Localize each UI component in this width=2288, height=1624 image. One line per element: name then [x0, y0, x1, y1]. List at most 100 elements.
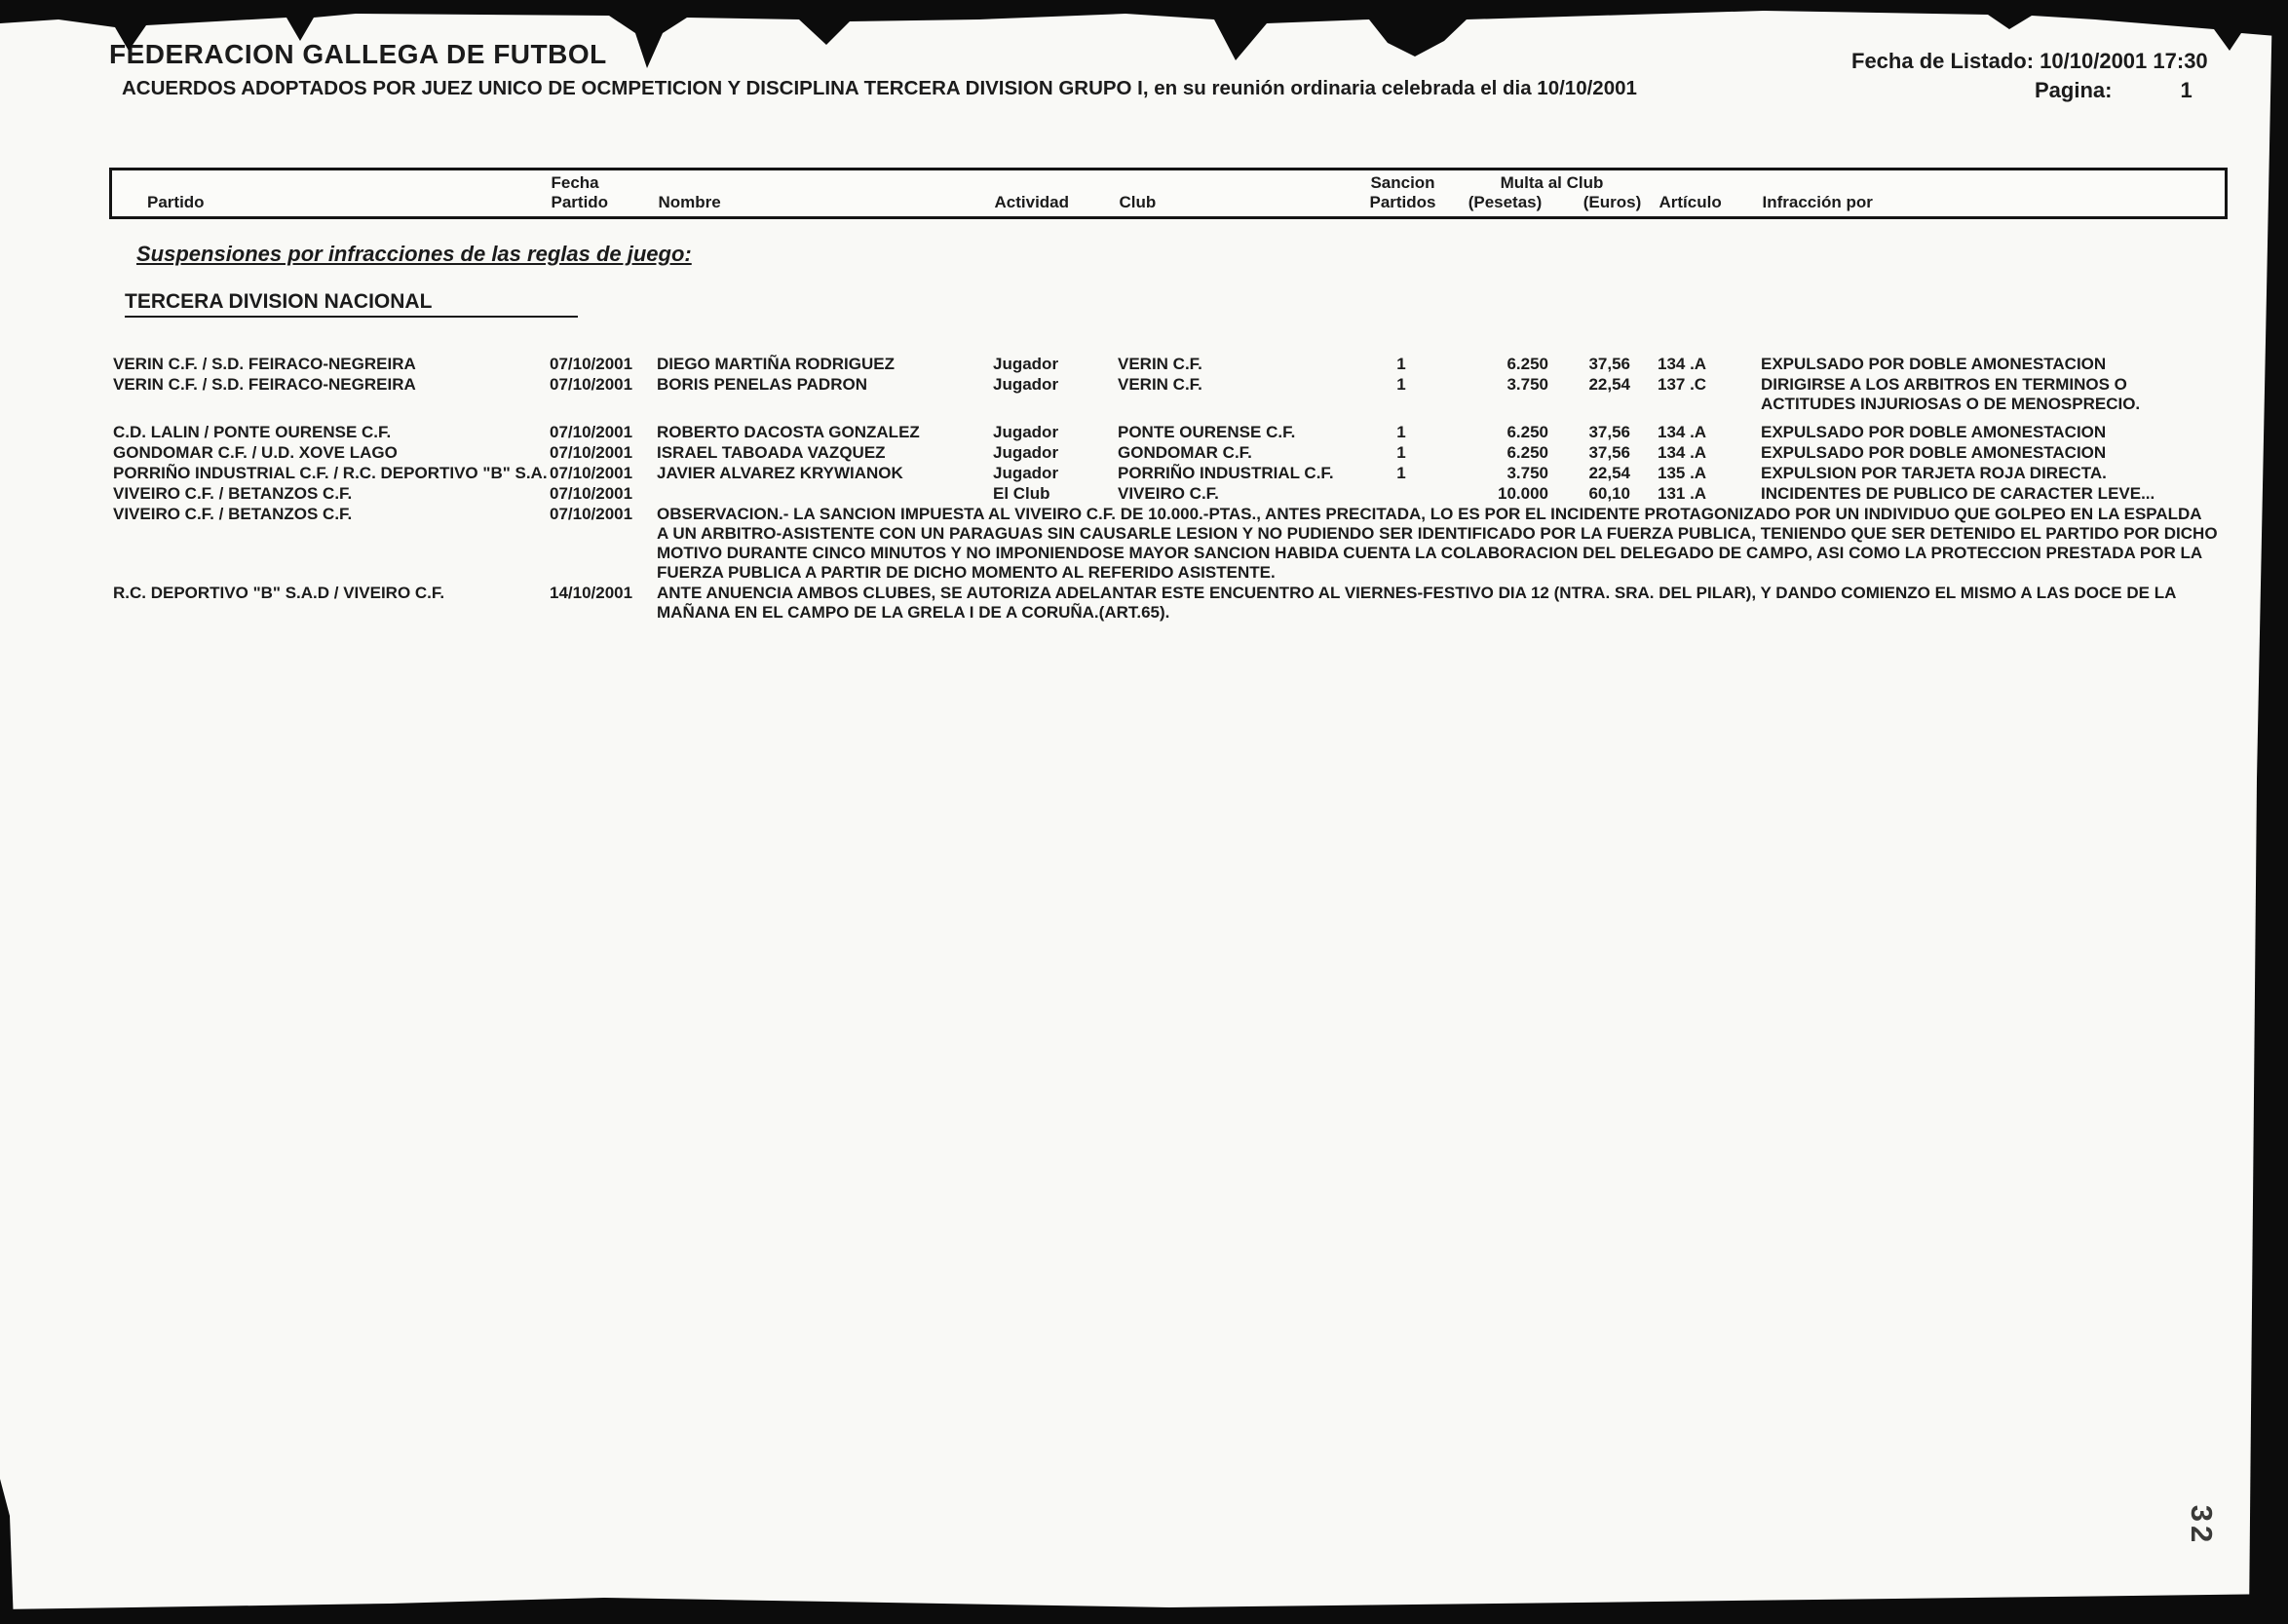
cell-sancion-partidos: 1 [1396, 423, 1406, 441]
cell-partido: C.D. LALIN / PONTE OURENSE C.F. [113, 423, 392, 441]
cell-articulo: 135 .A [1658, 464, 1707, 482]
listing-date-value: 10/10/2001 17:30 [2040, 49, 2208, 73]
header-spacer [111, 170, 550, 194]
table-header-box: Fecha Sancion Multa al Club Partido Part… [109, 168, 2228, 219]
cell-articulo: 134 .A [1658, 355, 1707, 373]
cell-infraccion: EXPULSADO POR DOBLE AMONESTACION [1761, 442, 2228, 463]
header-fecha-top: Fecha [551, 173, 599, 192]
cell-club: VERIN C.F. [1118, 355, 1202, 373]
organization-title: FEDERACION GALLEGA DE FUTBOL [109, 39, 607, 69]
cell-multa-pesetas: 10.000 [1498, 484, 1548, 503]
header-spacer [995, 170, 1120, 194]
cell-actividad: El Club [993, 484, 1050, 503]
cell-partido: VERIN C.F. / S.D. FEIRACO-NEGREIRA [113, 375, 416, 394]
table-row: PORRIÑO INDUSTRIAL C.F. / R.C. DEPORTIVO… [109, 463, 2228, 483]
cell-multa-pesetas: 6.250 [1506, 423, 1548, 441]
cell-nombre: JAVIER ALVAREZ KRYWIANOK [657, 464, 903, 482]
cell-articulo: 131 .A [1658, 484, 1707, 503]
table-row: VIVEIRO C.F. / BETANZOS C.F. 07/10/2001 OB… [109, 504, 2228, 583]
page-number-line: Pagina: 1 [2035, 78, 2193, 103]
sanctions-table: VERIN C.F. / S.D. FEIRACO-NEGREIRA 07/10/… [109, 354, 2228, 623]
listing-date-label: Fecha de Listado: [1851, 49, 2035, 73]
cell-multa-euros: 37,56 [1588, 355, 1630, 373]
cell-infraccion: EXPULSION POR TARJETA ROJA DIRECTA. [1761, 463, 2228, 483]
cell-actividad: Jugador [993, 355, 1059, 373]
cell-sancion-partidos: 1 [1396, 443, 1406, 462]
cell-actividad: Jugador [993, 423, 1059, 441]
cell-multa-pesetas: 6.250 [1506, 355, 1548, 373]
infraccion-line: EXPULSADO POR DOBLE AMONESTACION [1761, 423, 2107, 441]
division-heading: TERCERA DIVISION NACIONAL [125, 290, 578, 318]
cell-sancion-partidos: 1 [1396, 355, 1406, 373]
table-row: R.C. DEPORTIVO "B" S.A.D / VIVEIRO C.F. 1… [109, 583, 2228, 623]
cell-club: GONDOMAR C.F. [1118, 443, 1252, 462]
infraccion-line: EXPULSION POR TARJETA ROJA DIRECTA. [1761, 464, 2107, 482]
cell-fecha-partido: 14/10/2001 [550, 584, 633, 602]
header-spacer [1763, 170, 2227, 194]
cell-multa-pesetas: 3.750 [1506, 375, 1548, 394]
cell-partido: GONDOMAR C.F. / U.D. XOVE LAGO [113, 443, 398, 462]
handwritten-page-number: 32 [2185, 1504, 2220, 1547]
cell-multa-euros: 22,54 [1588, 464, 1630, 482]
observation-line: ANTE ANUENCIA AMBOS CLUBES, SE AUTORIZA … [657, 584, 2177, 602]
cell-nombre: ISRAEL TABOADA VAZQUEZ [657, 443, 886, 462]
infraccion-line: INCIDENTES DE PUBLICO DE CARACTER LEVE..… [1761, 484, 2155, 503]
cell-actividad: Jugador [993, 375, 1059, 394]
page-value: 1 [2180, 78, 2193, 102]
header-sancion-partidos: Partidos [1369, 193, 1436, 211]
cell-sancion-partidos [1359, 483, 1443, 504]
observation-line: MOTIVO DURANTE CINCO MINUTOS Y NO IMPONI… [657, 544, 2203, 562]
document-subtitle: ACUERDOS ADOPTADOS POR JUEZ UNICO DE OCM… [122, 77, 1637, 99]
header-pesetas: (Pesetas) [1468, 193, 1543, 211]
header-fecha-partido: Partido [551, 193, 609, 211]
header-articulo: Artículo [1659, 193, 1722, 211]
cell-sancion-partidos: 1 [1396, 464, 1406, 482]
cell-multa-euros: 37,56 [1588, 443, 1630, 462]
cell-nombre: DIEGO MARTIÑA RODRIGUEZ [657, 355, 895, 373]
header-club: Club [1119, 193, 1157, 211]
cell-fecha-partido: 07/10/2001 [550, 484, 633, 503]
cell-fecha-partido: 07/10/2001 [550, 505, 633, 523]
observation-line: MAÑANA EN EL CAMPO DE LA GRELA I DE A CO… [657, 603, 1170, 622]
cell-actividad: Jugador [993, 464, 1059, 482]
cell-nombre: ROBERTO DACOSTA GONZALEZ [657, 423, 920, 441]
observation-line: OBSERVACION.- LA SANCION IMPUESTA AL VIV… [657, 505, 2202, 523]
cell-multa-euros: 37,56 [1588, 423, 1630, 441]
cell-infraccion: DIRIGIRSE A LOS ARBITROS EN TERMINOS O AC… [1761, 374, 2228, 414]
cell-club: PONTE OURENSE C.F. [1118, 423, 1296, 441]
header-actividad: Actividad [994, 193, 1070, 211]
cell-partido: VIVEIRO C.F. / BETANZOS C.F. [113, 484, 353, 503]
cell-partido: R.C. DEPORTIVO "B" S.A.D / VIVEIRO C.F. [113, 584, 445, 602]
cell-articulo: 137 .C [1658, 375, 1707, 394]
header-sancion-top: Sancion [1370, 173, 1435, 192]
cell-observation-text: OBSERVACION.- LA SANCION IMPUESTA AL VIV… [657, 504, 2228, 583]
listing-date: Fecha de Listado: 10/10/2001 17:30 [1851, 49, 2208, 74]
infraccion-line: EXPULSADO POR DOBLE AMONESTACION [1761, 355, 2107, 373]
cell-sancion-partidos: 1 [1396, 375, 1406, 394]
table-row: GONDOMAR C.F. / U.D. XOVE LAGO 07/10/2001… [109, 442, 2228, 463]
cell-articulo: 134 .A [1658, 443, 1707, 462]
cell-fecha-partido: 07/10/2001 [550, 464, 633, 482]
header-spacer [1659, 170, 1763, 194]
observation-line: FUERZA PUBLICA A PARTIR DE DICHO MOMENTO… [657, 563, 1276, 582]
header-multa-al-club: Multa al Club [1500, 173, 1604, 192]
cell-infraccion: EXPULSADO POR DOBLE AMONESTACION [1761, 414, 2228, 442]
observation-line: A UN ARBITRO-ASISTENTE CON UN PARAGUAS S… [657, 524, 2218, 543]
cell-multa-euros: 60,10 [1588, 484, 1630, 503]
table-row: VIVEIRO C.F. / BETANZOS C.F. 07/10/2001 El… [109, 483, 2228, 504]
table-row: VERIN C.F. / S.D. FEIRACO-NEGREIRA 07/10/… [109, 354, 2228, 374]
infraccion-line: DIRIGIRSE A LOS ARBITROS EN TERMINOS O [1761, 375, 2127, 394]
table-row: VERIN C.F. / S.D. FEIRACO-NEGREIRA 07/10/… [109, 374, 2228, 414]
header-infraccion: Infracción por [1762, 193, 1873, 211]
header-spacer [1120, 170, 1361, 194]
cell-fecha-partido: 07/10/2001 [550, 355, 633, 373]
table-row: C.D. LALIN / PONTE OURENSE C.F. 07/10/200… [109, 414, 2228, 442]
header-nombre: Nombre [658, 193, 721, 211]
header-spacer [659, 170, 995, 194]
cell-infraccion: INCIDENTES DE PUBLICO DE CARACTER LEVE..… [1761, 483, 2228, 504]
cell-club: VERIN C.F. [1118, 375, 1202, 394]
header-euros: (Euros) [1583, 193, 1642, 211]
cell-multa-pesetas: 6.250 [1506, 443, 1548, 462]
cell-actividad: Jugador [993, 443, 1059, 462]
cell-partido: PORRIÑO INDUSTRIAL C.F. / R.C. DEPORTIVO… [113, 464, 548, 482]
